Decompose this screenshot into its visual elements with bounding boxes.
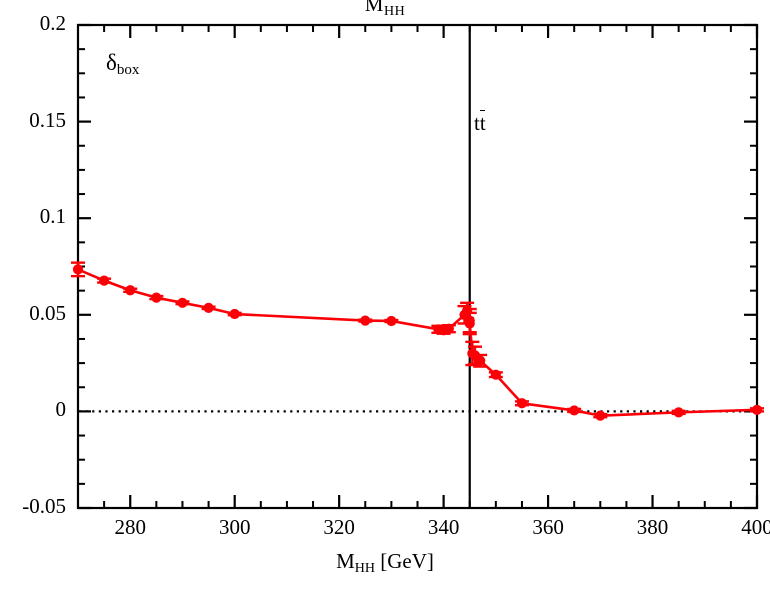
x-axis-title-unit: [GeV]: [375, 549, 434, 573]
data-point-group: [671, 407, 686, 418]
y-tick-label: -0.05: [22, 494, 66, 518]
series-label-subscript: box: [116, 62, 140, 78]
x-axis-title-sub: HH: [354, 561, 376, 576]
ttbar-threshold-label: tt: [474, 111, 486, 136]
series-line-delta-box: [76, 268, 759, 417]
data-point-group: [175, 297, 190, 308]
top-label-main: M: [364, 0, 384, 16]
y-tick-label: 0.15: [29, 107, 66, 132]
x-tick-label: 300: [218, 515, 251, 539]
data-point-group: [473, 353, 488, 368]
data-point-group: [750, 404, 764, 415]
data-point-group: [358, 315, 373, 326]
data-point-group: [514, 398, 529, 409]
top-label-sub: HH: [383, 4, 406, 19]
x-axis-title-main: M: [336, 549, 355, 573]
x-tick-label: 360: [532, 515, 564, 539]
x-axis-title: MHH [GeV]: [0, 549, 770, 577]
data-point-group: [462, 311, 477, 336]
y-tick-label: 0: [55, 397, 67, 422]
plot-frame: [76, 23, 759, 510]
x-tick-label: 400: [741, 515, 770, 539]
data-point-group: [201, 302, 216, 313]
data-point-group: [123, 285, 138, 296]
data-point-group: [97, 275, 112, 286]
x-tick-label: 340: [427, 515, 460, 539]
y-tick-label: 0.2: [39, 11, 66, 35]
y-tick-label: 0.05: [29, 300, 66, 325]
data-point-group: [593, 410, 608, 421]
top-cropped-label: MHH: [0, 0, 770, 20]
data-point-group: [384, 315, 399, 327]
data-point-group: [441, 323, 456, 334]
ttbar-label-t2-bar: t: [479, 111, 486, 135]
data-point-group: [488, 369, 503, 380]
data-point-group: [567, 405, 582, 416]
x-tick-label: 280: [114, 515, 146, 539]
ttbar-label-t1: t: [474, 111, 480, 135]
data-point-group: [71, 261, 85, 278]
y-tick-label: 0.1: [39, 204, 66, 229]
series-label-delta-box: δbox: [106, 50, 139, 79]
x-tick-label: 380: [636, 515, 669, 539]
data-point-group: [227, 308, 242, 320]
x-tick-label: 320: [323, 515, 355, 539]
series-label-symbol: δ: [106, 50, 117, 75]
data-point-group: [149, 292, 164, 303]
